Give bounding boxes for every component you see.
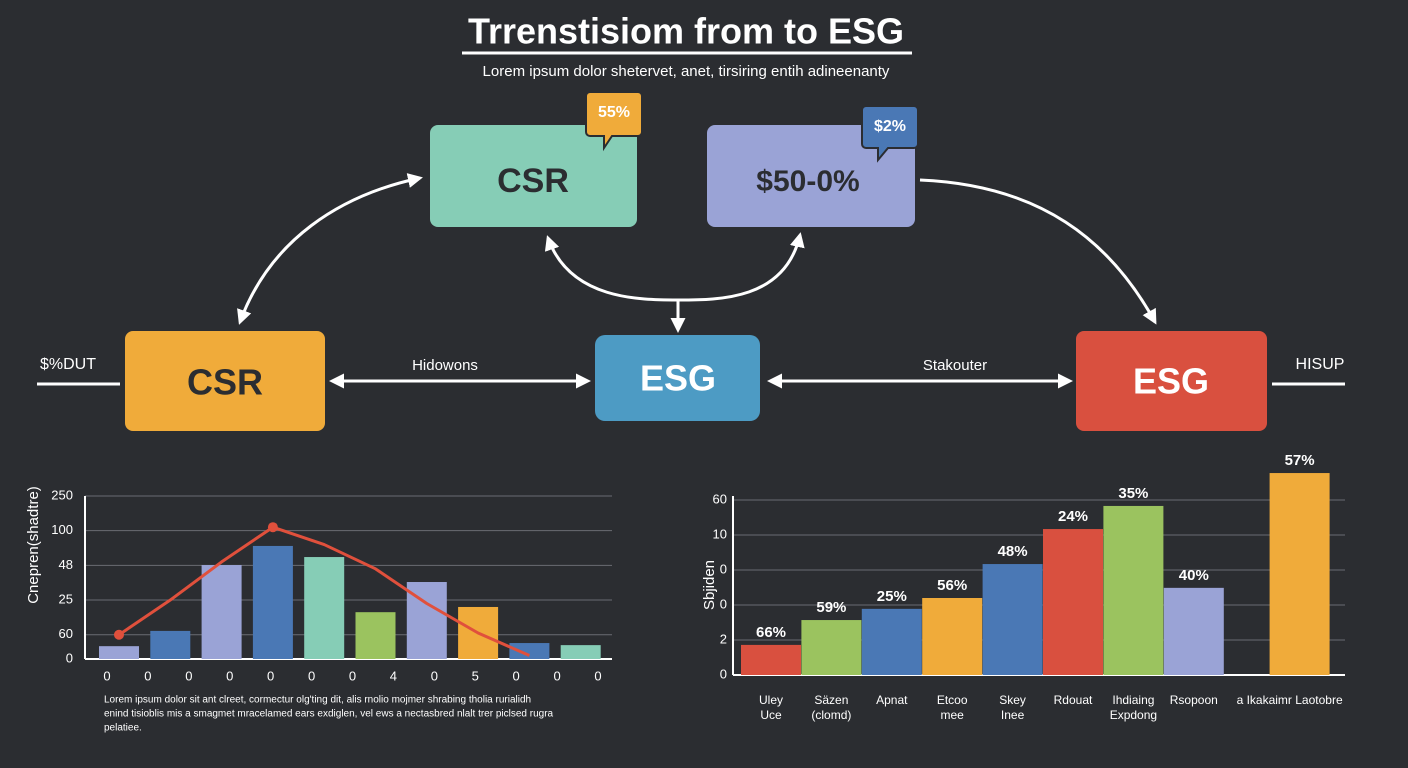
node-label: CSR bbox=[497, 162, 569, 200]
x-tick-label: Inee bbox=[1001, 708, 1025, 722]
bar bbox=[560, 645, 601, 659]
line-point bbox=[114, 629, 124, 640]
x-tick-label: 0 bbox=[513, 668, 520, 683]
x-tick-label: 0 bbox=[594, 668, 601, 683]
y-tick-label: 0 bbox=[720, 561, 727, 576]
subtitle: Lorem ipsum dolor shetervet, anet, tirsi… bbox=[483, 63, 890, 80]
bar bbox=[304, 557, 345, 659]
bar bbox=[1043, 529, 1103, 675]
x-tick-label: Uce bbox=[760, 708, 782, 722]
bar-label: 57% bbox=[1285, 452, 1315, 469]
title: Trrenstisiom from to ESG bbox=[468, 11, 904, 52]
side-label: $%DUT bbox=[40, 356, 96, 373]
bar bbox=[150, 630, 191, 659]
x-tick-label: Rsopoon bbox=[1170, 693, 1218, 707]
bar bbox=[99, 646, 139, 659]
node-label: ESG bbox=[640, 358, 716, 399]
bar bbox=[982, 564, 1043, 675]
bar-label: 56% bbox=[937, 577, 967, 594]
bar bbox=[861, 608, 922, 675]
line-point bbox=[267, 522, 278, 533]
x-tick-label: (clomd) bbox=[811, 708, 851, 722]
bar bbox=[741, 644, 801, 675]
bar-label: 25% bbox=[877, 588, 907, 605]
bar-label: 66% bbox=[756, 624, 786, 641]
y-tick-label: 2 bbox=[720, 631, 727, 646]
x-tick-label: Rdouat bbox=[1054, 693, 1093, 707]
bar bbox=[509, 643, 550, 659]
y-tick-label: 25 bbox=[59, 591, 73, 606]
side-label: HISUP bbox=[1296, 356, 1345, 373]
badge-label: $2% bbox=[874, 118, 906, 135]
node bbox=[125, 331, 325, 431]
y-tick-label: 48 bbox=[59, 557, 73, 572]
bar bbox=[922, 598, 983, 675]
note: Lorem ipsum dolor sit ant clreet, cormec… bbox=[104, 695, 554, 734]
arrow bbox=[919, 178, 1157, 325]
node bbox=[595, 335, 760, 421]
y-axis-title: Cnepren(shadtre) bbox=[25, 486, 42, 604]
badge bbox=[585, 91, 643, 152]
y-tick-label: 0 bbox=[720, 596, 727, 611]
y-tick-label: 60 bbox=[59, 626, 73, 641]
x-tick-label: Uley bbox=[759, 693, 783, 707]
y-tick-label: 60 bbox=[713, 491, 727, 506]
bar-label: 24% bbox=[1058, 508, 1088, 525]
edge-label: Stakouter bbox=[923, 357, 987, 374]
x-tick-label: 0 bbox=[349, 668, 356, 683]
x-tick-label: 0 bbox=[553, 668, 560, 683]
x-tick-label: mee bbox=[941, 708, 965, 722]
node bbox=[430, 125, 637, 227]
x-tick-label: 0 bbox=[308, 668, 315, 683]
y-tick-label: 0 bbox=[66, 650, 73, 665]
x-tick-label: Säzen bbox=[814, 693, 848, 707]
y-tick-label: 10 bbox=[713, 526, 727, 541]
bar bbox=[801, 620, 862, 675]
badge-label: 55% bbox=[598, 104, 630, 121]
y-tick-label: 100 bbox=[51, 522, 73, 537]
bar bbox=[1103, 505, 1164, 675]
x-tick-label: Ihdiaing bbox=[1112, 693, 1154, 707]
badge bbox=[861, 105, 919, 163]
note-line: pelatiee. bbox=[104, 723, 142, 734]
bar-label: 59% bbox=[816, 599, 846, 616]
x-tick-label: a Ikakaimr Laotobre bbox=[1237, 693, 1343, 707]
line bbox=[118, 525, 531, 657]
x-tick-label: Expdong bbox=[1110, 708, 1157, 722]
arrow bbox=[237, 173, 423, 325]
x-tick-label: Skey bbox=[999, 693, 1026, 707]
node bbox=[707, 125, 915, 227]
x-tick-label: 0 bbox=[431, 668, 438, 683]
bar-label: 40% bbox=[1179, 567, 1209, 584]
x-tick-label: 0 bbox=[226, 668, 233, 683]
bar-label: 48% bbox=[998, 543, 1028, 560]
x-tick-label: 0 bbox=[267, 668, 274, 683]
bar bbox=[252, 545, 293, 659]
y-tick-label: 250 bbox=[51, 487, 73, 502]
note-line: enind tisioblis mis a smagmet mracelamed… bbox=[104, 709, 554, 720]
bar bbox=[1163, 587, 1224, 675]
x-tick-label: Apnat bbox=[876, 693, 908, 707]
node-label: ESG bbox=[1133, 361, 1209, 402]
note-line: Lorem ipsum dolor sit ant clreet, cormec… bbox=[104, 695, 531, 706]
x-tick-label: 0 bbox=[185, 668, 192, 683]
x-tick-label: Etcoo bbox=[937, 693, 968, 707]
edge-label: Hidowons bbox=[412, 357, 478, 374]
node bbox=[1076, 331, 1267, 431]
arrow bbox=[544, 232, 805, 302]
x-tick-label: 4 bbox=[390, 668, 397, 683]
bar bbox=[355, 612, 396, 659]
bar bbox=[201, 565, 242, 659]
x-tick-label: 0 bbox=[144, 668, 151, 683]
x-tick-label: 0 bbox=[103, 668, 110, 683]
node-label: CSR bbox=[187, 362, 263, 403]
node-label: $50-0% bbox=[756, 165, 859, 198]
y-tick-label: 0 bbox=[720, 666, 727, 681]
x-tick-label: 5 bbox=[472, 668, 479, 683]
bar-label: 35% bbox=[1118, 485, 1148, 502]
bar bbox=[1269, 473, 1330, 675]
y-axis-title: Sbjiden bbox=[701, 560, 718, 610]
